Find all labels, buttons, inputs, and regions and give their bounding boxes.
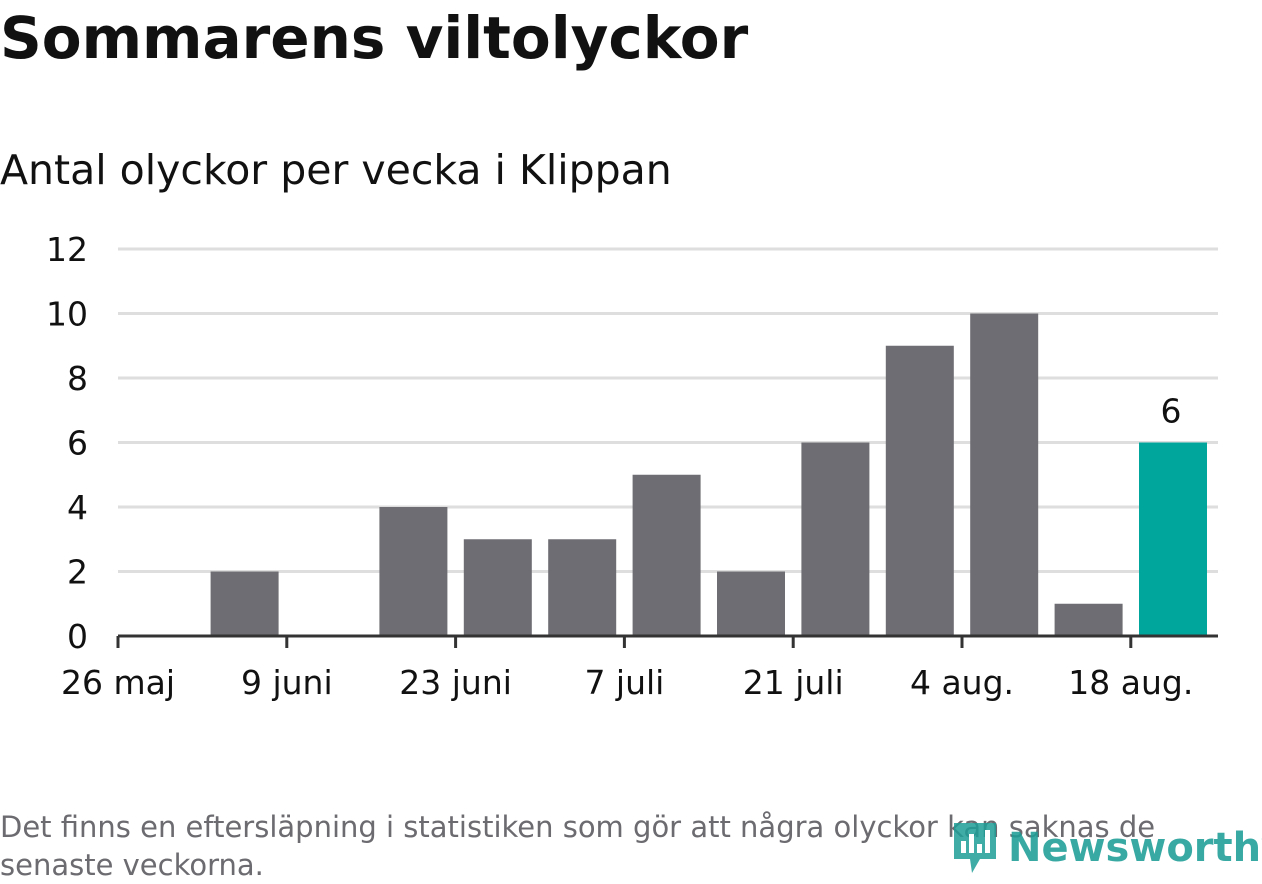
- data-label: 6: [1161, 392, 1182, 431]
- y-tick-label: 10: [46, 295, 88, 334]
- y-tick-labels: 0 2 4 6 8 10 12: [46, 230, 88, 656]
- chart-subtitle: Antal olyckor per vecka i Klippan: [0, 146, 672, 194]
- bar: [1139, 442, 1207, 636]
- bar: [463, 539, 532, 636]
- y-tick-label: 0: [67, 617, 88, 656]
- x-tick-label: 18 aug.: [1068, 663, 1193, 702]
- data-labels: 6: [1161, 392, 1182, 431]
- bar: [717, 571, 785, 636]
- chart-title: Sommarens viltolyckor: [0, 4, 749, 72]
- x-tick-label: 23 juni: [399, 663, 512, 702]
- bar: [970, 313, 1039, 636]
- x-tick-label: 4 aug.: [910, 663, 1014, 702]
- bar: [548, 539, 617, 636]
- x-tick-label: 26 maj: [61, 663, 175, 702]
- x-tick-labels: 26 maj 9 juni 23 juni 7 juli 21 juli 4 aug. 18…: [61, 663, 1193, 702]
- x-axis: [116, 634, 1218, 648]
- bar: [885, 345, 954, 636]
- newsworthy-logo-icon: [954, 823, 996, 873]
- y-tick-label: 12: [46, 230, 88, 269]
- y-tick-label: 4: [67, 488, 88, 527]
- y-tick-label: 8: [67, 359, 88, 398]
- newsworthy-logo-text: Newsworthy: [1008, 825, 1262, 871]
- bar: [210, 571, 279, 636]
- y-tick-label: 2: [67, 553, 88, 592]
- bar: [632, 474, 701, 636]
- newsworthy-logo: Newsworthy: [950, 819, 1262, 877]
- x-tick-label: 9 juni: [241, 663, 333, 702]
- x-tick-label: 21 juli: [743, 663, 844, 702]
- bar: [801, 442, 870, 636]
- x-tick-label: 7 juli: [584, 663, 664, 702]
- bars: [210, 313, 1207, 636]
- bar: [379, 507, 448, 636]
- bar: [1054, 603, 1123, 636]
- y-tick-label: 6: [67, 424, 88, 463]
